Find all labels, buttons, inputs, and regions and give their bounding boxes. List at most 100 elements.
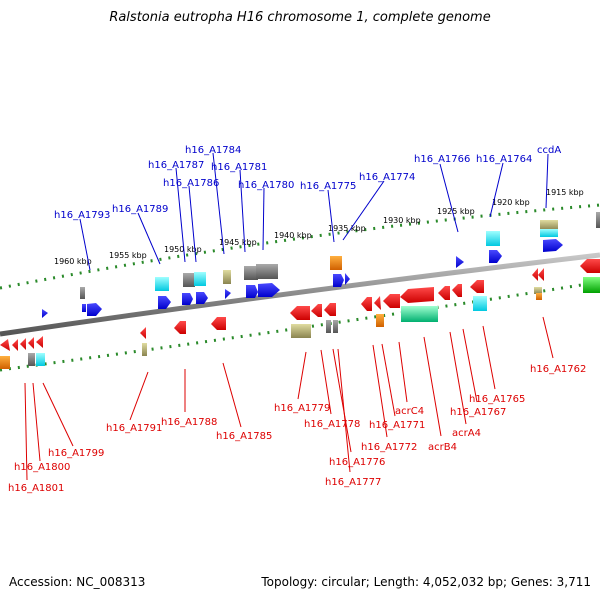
gene-reverse [374, 296, 381, 310]
gene-label: h16_A1788 [161, 417, 217, 428]
gene-orange [0, 356, 10, 369]
gene-label: h16_A1771 [369, 420, 425, 431]
gene-grey [256, 264, 278, 279]
gene-reverse [580, 259, 600, 273]
gene-label: h16_A1762 [530, 364, 586, 375]
gene-cyan [155, 277, 169, 291]
tick-label: 1950 kbp [164, 245, 202, 254]
tick-label: 1920 kbp [492, 198, 530, 207]
gene-label: h16_A1766 [414, 154, 470, 165]
topology-label: Topology: circular; Length: 4,052,032 bp… [261, 575, 591, 589]
gene-reverse [438, 286, 450, 300]
gene-forward [82, 304, 86, 312]
gene-reverse [361, 297, 372, 311]
tick-labels: 1960 kbp 1955 kbp 1950 kbp 1945 kbp 1940… [54, 188, 584, 266]
reverse-gene-labels: h16_A1801 h16_A1800 h16_A1799 h16_A1791 … [8, 316, 586, 494]
tick-label: 1960 kbp [54, 257, 92, 266]
gene-label: h16_A1776 [329, 457, 385, 468]
gene-forward [87, 303, 102, 316]
gene-label: h16_A1765 [469, 394, 525, 405]
gene-forward [225, 289, 231, 299]
gene-label: h16_A1772 [361, 442, 417, 453]
gene-forward [196, 292, 208, 304]
gene-reverse [174, 321, 186, 334]
gene-reverse [20, 338, 26, 350]
gene-cyan [36, 353, 45, 366]
gene-forward [246, 285, 258, 298]
tick-label: 1925 kbp [437, 207, 475, 216]
gene-label: h16_A1781 [211, 162, 267, 173]
tick-label: 1955 kbp [109, 251, 147, 260]
gene-orange [330, 256, 342, 270]
gene-green [583, 277, 600, 293]
gene-grey [80, 287, 85, 299]
gene-label: h16_A1778 [304, 419, 360, 430]
gene-label: h16_A1799 [48, 448, 104, 459]
map-title: Ralstonia eutropha H16 chromosome 1, com… [109, 10, 491, 25]
tick-label: 1940 kbp [274, 231, 312, 240]
gene-label: acrB4 [428, 442, 457, 453]
gene-label: acrC4 [395, 406, 424, 417]
gene-reverse [383, 294, 400, 308]
gene-forward [42, 309, 48, 318]
gene-reverse [470, 280, 484, 293]
gene-label: h16_A1775 [300, 181, 356, 192]
gene-forward [543, 239, 563, 252]
gene-cyan [194, 272, 206, 286]
gene-reverse [12, 339, 18, 351]
gene-olive [291, 324, 311, 338]
accession-label: Accession: NC_008313 [9, 575, 146, 589]
gene-forward [456, 256, 464, 268]
gene-label: h16_A1787 [148, 160, 204, 171]
reverse-strand-genes [0, 259, 600, 369]
gene-olive [540, 220, 558, 230]
gene-label: h16_A1801 [8, 483, 64, 494]
gene-label: acrA4 [452, 428, 481, 439]
gene-grey [183, 273, 195, 287]
gene-label: h16_A1767 [450, 407, 506, 418]
gene-label: h16_A1780 [238, 180, 294, 191]
gene-grey [333, 320, 338, 333]
gene-forward [333, 274, 344, 287]
gene-olive [142, 343, 147, 356]
gene-reverse [452, 284, 462, 297]
gene-olive [223, 270, 231, 284]
gene-label: h16_A1791 [106, 423, 162, 434]
tick-label: 1935 kbp [328, 224, 366, 233]
gene-label: h16_A1786 [163, 178, 219, 189]
gene-label: h16_A1774 [359, 172, 415, 183]
gene-grey [596, 212, 600, 228]
gene-orange [536, 293, 542, 300]
gene-label: h16_A1777 [325, 477, 381, 488]
gene-olive [534, 287, 542, 294]
tick-label: 1945 kbp [219, 238, 257, 247]
gene-reverse [400, 287, 434, 303]
gene-label: h16_A1800 [14, 462, 70, 473]
gene-reverse [211, 317, 226, 330]
gene-label: h16_A1793 [54, 210, 110, 221]
gene-forward [158, 296, 171, 309]
gene-reverse [311, 304, 322, 317]
gene-teal [401, 306, 438, 322]
gene-reverse [538, 268, 544, 281]
gene-label: h16_A1789 [112, 204, 168, 215]
gene-reverse [140, 327, 146, 339]
gene-grey [244, 266, 258, 280]
chromosome-backbone [0, 252, 600, 337]
gene-reverse [290, 306, 310, 320]
forward-strand-genes [42, 212, 600, 318]
gene-reverse [0, 339, 10, 351]
gene-reverse [28, 337, 34, 349]
tick-label: 1930 kbp [383, 216, 421, 225]
forward-gene-labels: h16_A1793 h16_A1789 h16_A1787 h16_A1786 … [54, 145, 561, 271]
gene-forward [489, 250, 502, 263]
gene-cyan [540, 229, 558, 237]
gene-forward [258, 283, 280, 297]
gene-forward [345, 273, 350, 285]
gene-cyan [486, 231, 500, 246]
gene-label: h16_A1785 [216, 431, 272, 442]
gene-forward [182, 293, 193, 305]
gene-reverse [324, 303, 336, 316]
gene-label: h16_A1779 [274, 403, 330, 414]
